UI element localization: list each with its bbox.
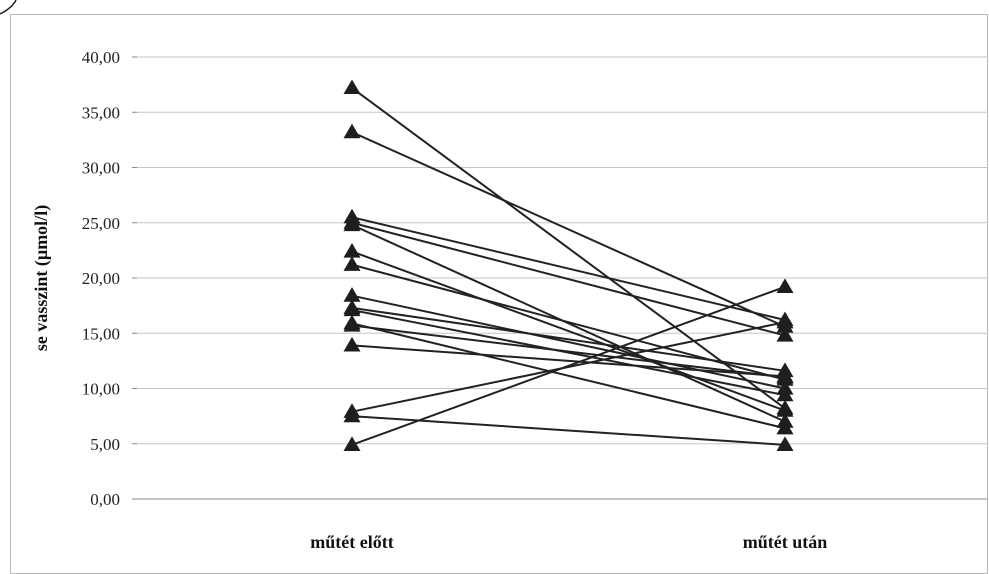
series-line-1 — [351, 87, 786, 410]
gridlines — [132, 56, 988, 500]
triangle-marker — [343, 123, 361, 139]
triangle-marker — [776, 386, 794, 402]
y-tick-label: 15,00 — [82, 324, 120, 343]
y-tick-label: 5,00 — [90, 435, 120, 454]
triangle-marker — [343, 79, 361, 95]
series-line-6 — [351, 250, 786, 412]
triangle-marker — [343, 216, 361, 232]
series-line-11 — [351, 322, 786, 430]
series-line-16 — [351, 285, 786, 446]
y-axis-tick-labels: 0,00 5,00 10,00 15,00 20,00 25,00 30,00 35,00 40… — [82, 48, 120, 509]
triangle-marker — [776, 313, 794, 329]
triangle-marker — [776, 419, 794, 435]
series-lines — [351, 87, 786, 446]
triangle-marker — [343, 317, 361, 332]
y-tick-label: 40,00 — [82, 48, 120, 67]
series-line-13 — [351, 344, 786, 378]
series-line-2 — [351, 131, 786, 328]
triangle-marker — [776, 278, 794, 293]
series-line-4 — [351, 221, 786, 337]
y-tick-label: 20,00 — [82, 269, 120, 288]
triangle-marker — [776, 326, 794, 342]
series-line-3 — [351, 216, 786, 321]
series-line-8 — [351, 294, 786, 390]
x-category-label: műtét előtt — [310, 532, 393, 552]
x-axis-category-labels: műtét előtt műtét után — [310, 532, 827, 552]
y-tick-label: 35,00 — [82, 103, 120, 122]
triangle-marker — [343, 242, 361, 258]
series-line-9 — [351, 306, 786, 372]
markers — [343, 79, 794, 451]
series-line-5 — [351, 224, 786, 423]
triangle-marker — [343, 256, 361, 271]
series-line-14 — [351, 321, 786, 413]
triangle-marker — [343, 407, 361, 423]
y-tick-label: 10,00 — [82, 380, 120, 399]
series-line-15 — [351, 415, 786, 446]
triangle-marker — [343, 336, 361, 352]
triangle-marker — [343, 301, 361, 317]
chart-frame — [10, 14, 988, 574]
y-tick-label: 0,00 — [90, 490, 120, 509]
x-category-label: műtét után — [743, 532, 828, 552]
triangle-marker — [343, 287, 361, 302]
series-line-10 — [351, 309, 786, 397]
triangle-marker — [776, 402, 794, 417]
triangle-marker — [343, 436, 361, 451]
corner-mark — [0, 0, 17, 15]
y-tick-label: 25,00 — [82, 214, 120, 233]
series-line-12 — [351, 324, 786, 379]
triangle-marker — [776, 436, 794, 451]
triangle-marker — [776, 367, 794, 383]
y-axis-title: se vasszint (µmol/l) — [31, 205, 52, 351]
y-tick-label: 30,00 — [82, 159, 120, 178]
